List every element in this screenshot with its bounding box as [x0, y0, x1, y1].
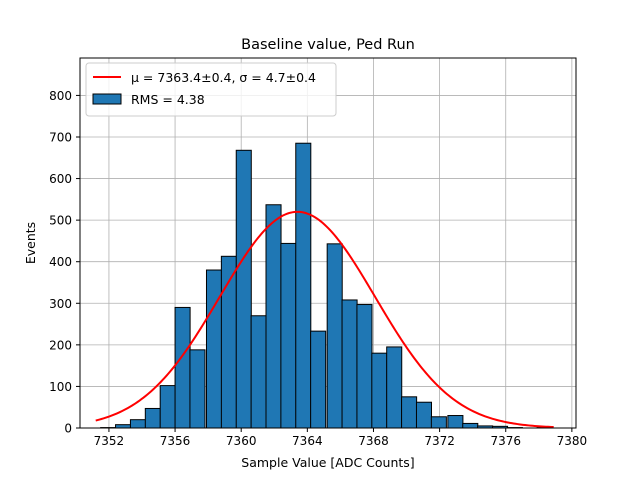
histogram-bar [266, 205, 281, 428]
y-tick-label: 300 [49, 297, 72, 311]
histogram-bar [190, 350, 205, 428]
histogram-bar [311, 331, 326, 428]
histogram-bar [206, 270, 221, 428]
x-tick-label: 7352 [94, 434, 125, 448]
histogram-bar [130, 420, 145, 428]
histogram-bar [357, 305, 372, 428]
legend-rms-patch-swatch [93, 94, 121, 104]
histogram-bar [342, 300, 357, 428]
y-tick-label: 0 [64, 422, 72, 436]
legend: μ = 7363.4±0.4, σ = 4.7±0.4 RMS = 4.38 [86, 63, 336, 116]
chart-title: Baseline value, Ped Run [241, 37, 415, 53]
y-tick-label: 400 [49, 255, 72, 269]
y-tick-label: 600 [49, 172, 72, 186]
legend-fit-label: μ = 7363.4±0.4, σ = 4.7±0.4 [131, 70, 316, 85]
x-tick-label: 7364 [292, 434, 323, 448]
y-tick-label: 500 [49, 214, 72, 228]
x-tick-label: 7360 [226, 434, 257, 448]
histogram-bar [281, 243, 296, 428]
y-tick-label: 800 [49, 89, 72, 103]
x-tick-label: 7356 [160, 434, 191, 448]
x-tick-label: 7380 [557, 434, 588, 448]
histogram-bar [463, 423, 478, 428]
legend-rms-label: RMS = 4.38 [131, 92, 205, 107]
x-tick-label: 7376 [490, 434, 521, 448]
histogram-bar [431, 417, 446, 428]
y-axis-label: Events [23, 222, 38, 264]
histogram-bar [296, 143, 311, 428]
histogram-bar [251, 316, 266, 428]
x-tick-label: 7368 [358, 434, 389, 448]
y-tick-label: 700 [49, 130, 72, 144]
histogram-bar [160, 386, 175, 428]
histogram-bar [327, 244, 342, 428]
histogram-bar [448, 416, 463, 428]
histogram-bar [372, 353, 387, 428]
y-tick-label: 200 [49, 338, 72, 352]
histogram-bar [416, 402, 431, 428]
x-tick-label: 7372 [424, 434, 455, 448]
histogram-bar [387, 347, 402, 428]
x-axis-label: Sample Value [ADC Counts] [241, 455, 414, 470]
histogram-bar [145, 408, 160, 428]
y-tick-label: 100 [49, 380, 72, 394]
histogram-bar [175, 307, 190, 428]
histogram-bar [402, 397, 417, 428]
histogram-bar [236, 150, 251, 428]
